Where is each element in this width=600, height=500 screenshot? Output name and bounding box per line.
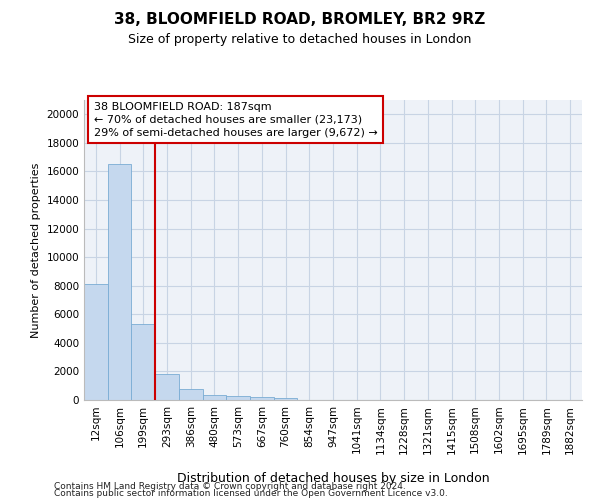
Bar [226, 396, 250, 400]
Bar [179, 388, 203, 400]
Bar [250, 397, 274, 400]
Text: Contains HM Land Registry data © Crown copyright and database right 2024.: Contains HM Land Registry data © Crown c… [54, 482, 406, 491]
Bar [155, 374, 179, 400]
Y-axis label: Number of detached properties: Number of detached properties [31, 162, 41, 338]
Text: Distribution of detached houses by size in London: Distribution of detached houses by size … [176, 472, 490, 485]
Text: 38, BLOOMFIELD ROAD, BROMLEY, BR2 9RZ: 38, BLOOMFIELD ROAD, BROMLEY, BR2 9RZ [115, 12, 485, 28]
Text: 38 BLOOMFIELD ROAD: 187sqm
← 70% of detached houses are smaller (23,173)
29% of : 38 BLOOMFIELD ROAD: 187sqm ← 70% of deta… [94, 102, 378, 138]
Text: Contains public sector information licensed under the Open Government Licence v3: Contains public sector information licen… [54, 490, 448, 498]
Text: Size of property relative to detached houses in London: Size of property relative to detached ho… [128, 32, 472, 46]
Bar [131, 324, 155, 400]
Bar [203, 395, 226, 400]
Bar [274, 398, 298, 400]
Bar [84, 284, 108, 400]
Bar [108, 164, 131, 400]
